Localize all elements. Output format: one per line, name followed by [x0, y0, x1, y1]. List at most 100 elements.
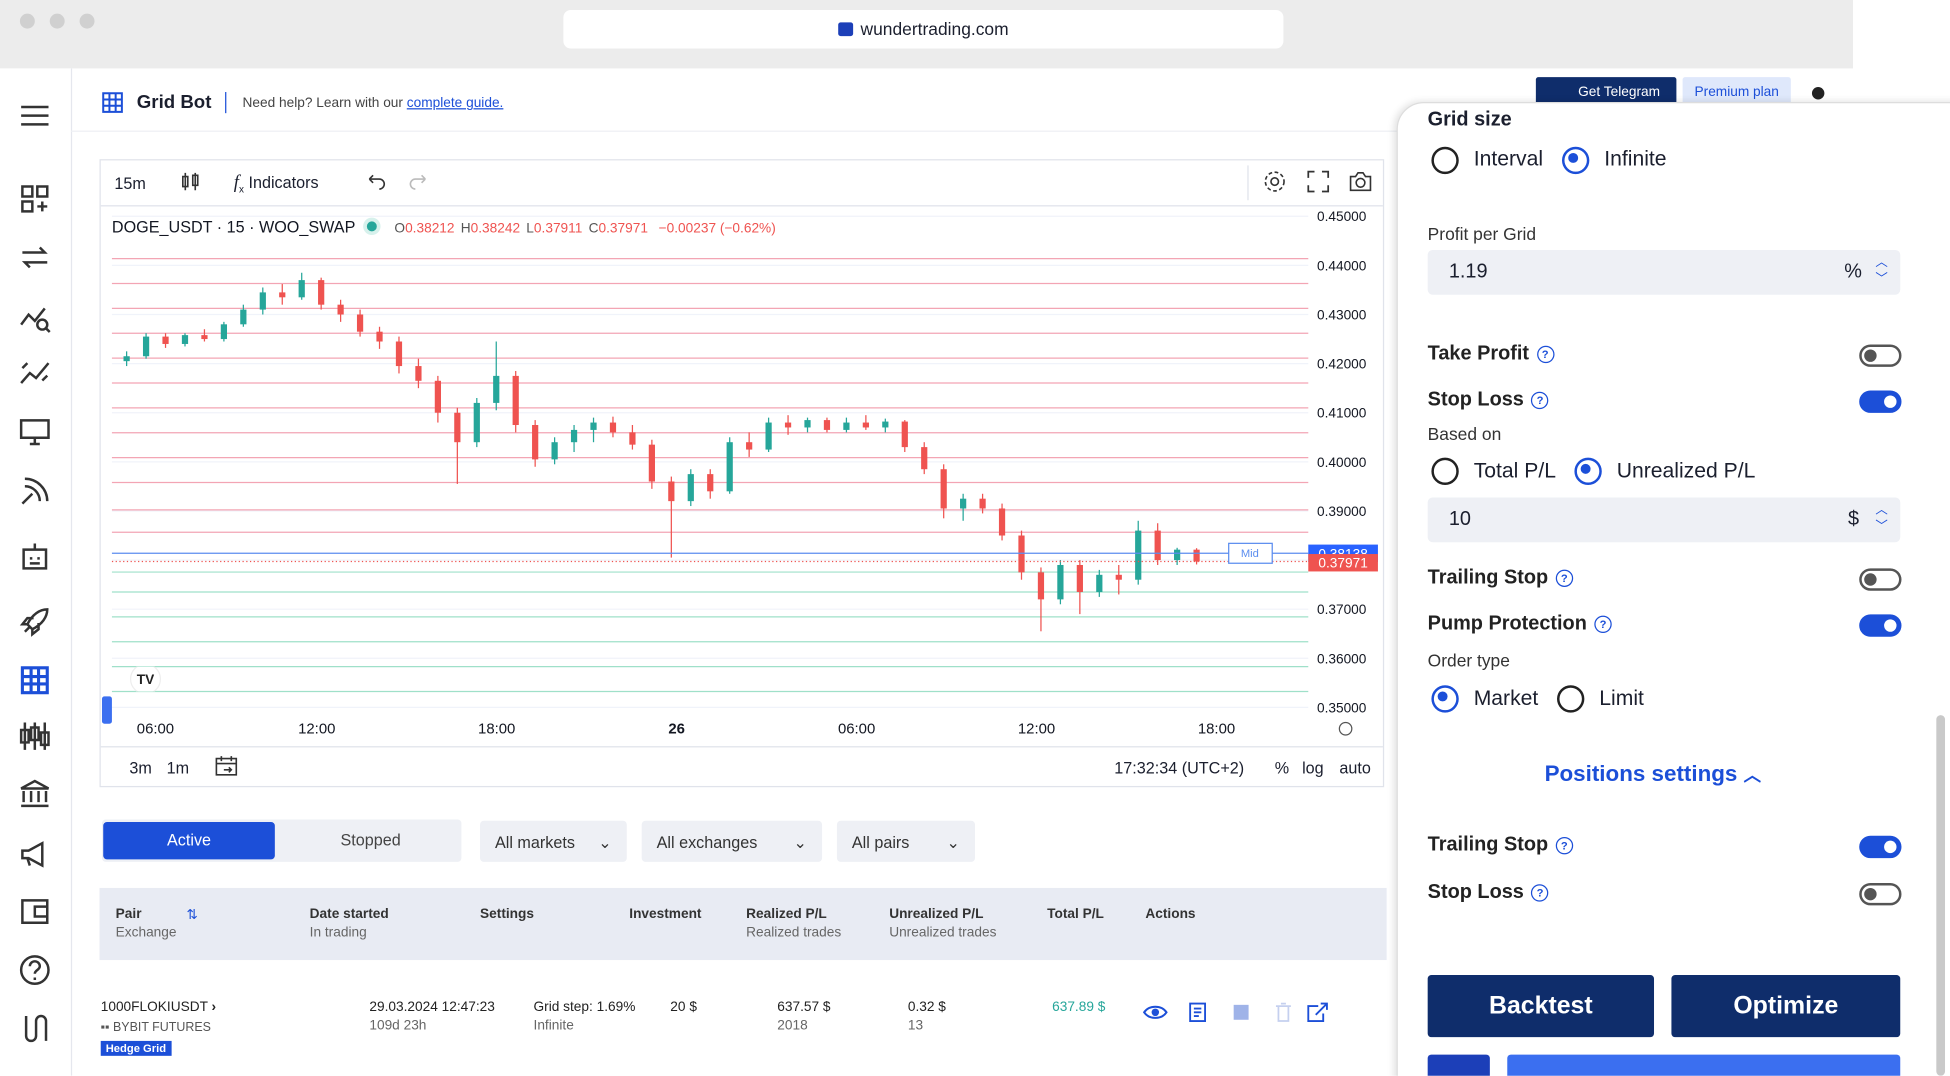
percent-toggle[interactable]: %	[1274, 758, 1290, 778]
profit-input[interactable]: 1.19% ︿ ﹀	[1427, 249, 1901, 295]
log-toggle[interactable]: log	[1302, 758, 1324, 778]
grid-step: Grid step: 1.69%	[533, 999, 636, 1015]
stop-loss-toggle[interactable]	[1859, 390, 1902, 413]
trade-icon[interactable]	[17, 240, 52, 275]
menu-icon[interactable]	[17, 98, 52, 133]
chart-frame	[99, 159, 1385, 788]
stepper[interactable]: ︿ ﹀	[1875, 256, 1888, 287]
indicators-button[interactable]: fx Indicators	[233, 172, 319, 195]
window-dot[interactable]	[19, 13, 35, 29]
sort-icon[interactable]: ⇅	[186, 907, 199, 923]
markets-dropdown[interactable]: All markets ⌄	[480, 820, 627, 862]
price-chart: 0.45000 0.44000 0.43000 0.42000 0.41000 0.400…	[111, 209, 1378, 738]
help-icon[interactable]	[17, 953, 52, 988]
ohlc-values: O0.38212 H0.38242 L0.37911 C0.37971	[394, 221, 654, 236]
candle-body	[434, 380, 441, 413]
pump-protection-toggle[interactable]	[1859, 614, 1902, 637]
candle-body	[298, 280, 305, 298]
stop-action[interactable]	[1233, 1004, 1249, 1020]
column-subtitle: In trading	[309, 925, 367, 941]
wallet-icon[interactable]	[17, 894, 52, 929]
pair[interactable]: 1000FLOKIUSDT ›	[100, 999, 217, 1015]
broadcast-icon[interactable]	[17, 474, 52, 509]
bot-icon[interactable]	[17, 538, 52, 573]
symbol: DOGE_USDT · 15 · WOO_SWAP	[111, 217, 356, 237]
timeframe[interactable]: 15m	[114, 174, 146, 193]
exchange-icon[interactable]	[17, 776, 52, 811]
candle-body	[142, 336, 150, 357]
position-stop-toggle[interactable]	[1859, 882, 1902, 906]
radio-interval[interactable]	[1431, 146, 1459, 175]
snapshot-icon[interactable]	[1348, 169, 1373, 194]
window-dot[interactable]	[49, 13, 65, 29]
promo-icon[interactable]	[17, 837, 52, 872]
take-profit-toggle[interactable]	[1859, 344, 1902, 367]
column-title: Investment	[629, 906, 702, 922]
route-icon[interactable]	[17, 1011, 52, 1046]
delete-action[interactable]	[1275, 1002, 1291, 1022]
url-box[interactable]: wundertrading.com	[563, 9, 1284, 49]
ohlc-key: H	[460, 221, 471, 237]
view-action[interactable]	[1142, 1005, 1168, 1019]
sidebar	[0, 68, 73, 1076]
site-icon	[838, 22, 854, 37]
candle-body	[1018, 535, 1025, 573]
stepper[interactable]: ︿ ﹀	[1875, 503, 1888, 534]
dca-icon[interactable]	[17, 719, 52, 754]
rocket-icon[interactable]	[17, 604, 52, 639]
tab-active[interactable]: Active	[103, 822, 275, 860]
positions-settings[interactable]: Positions settings ︿	[1544, 761, 1762, 786]
trailing-stop-toggle[interactable]	[1859, 568, 1902, 591]
realized-trades: 2018	[777, 1018, 808, 1034]
candle-body	[668, 481, 675, 502]
x-tick-label: 12:00	[1018, 721, 1055, 738]
fullscreen-icon[interactable]	[1306, 169, 1331, 194]
candle-body	[882, 421, 889, 428]
candle-body	[707, 474, 714, 492]
radio-limit[interactable]	[1557, 685, 1585, 713]
window-dot[interactable]	[79, 13, 95, 29]
undo-icon[interactable]	[364, 173, 386, 190]
settings-icon[interactable]	[1262, 169, 1287, 194]
radio-market[interactable]	[1431, 685, 1459, 713]
log-action[interactable]	[1189, 1002, 1207, 1022]
y-tick-label: 0.36000	[1317, 651, 1367, 666]
candle-body	[201, 335, 208, 340]
tab-stopped[interactable]: Stopped	[340, 830, 401, 850]
bot-tag: Hedge Grid	[100, 1040, 172, 1056]
analytics-icon[interactable]	[17, 300, 52, 335]
radio-infinite[interactable]	[1561, 146, 1590, 175]
extra-button[interactable]	[1427, 1054, 1490, 1076]
backtest-button[interactable]: Backtest	[1427, 974, 1655, 1038]
start-button[interactable]	[1507, 1054, 1901, 1076]
goto-date-icon[interactable]	[214, 754, 239, 779]
scrollbar[interactable]	[1936, 715, 1946, 1076]
range-1m[interactable]: 1m	[166, 758, 190, 778]
radio-unrealized[interactable]	[1574, 457, 1602, 486]
signals-icon[interactable]	[17, 356, 52, 391]
dashboard-icon[interactable]	[17, 182, 52, 217]
terminal-icon[interactable]	[17, 414, 52, 449]
grid-bot-icon[interactable]	[17, 663, 52, 698]
radio-label: Unrealized P/L	[1616, 458, 1756, 483]
candle-body	[356, 314, 364, 332]
pairs-dropdown[interactable]: All pairs ⌄	[836, 820, 975, 862]
stop-loss-input[interactable]: 10 $ ︿ ﹀	[1427, 497, 1901, 543]
radio-label: Infinite	[1604, 146, 1667, 171]
column-subtitle: Unrealized trades	[889, 925, 997, 941]
chart-toolbar	[100, 160, 1383, 207]
range-3m[interactable]: 3m	[129, 758, 152, 778]
candle-body	[1135, 530, 1142, 580]
exchanges-dropdown[interactable]: All exchanges ⌄	[641, 820, 823, 862]
auto-toggle[interactable]: auto	[1339, 758, 1371, 778]
optimize-button[interactable]: Optimize	[1671, 974, 1901, 1038]
guide-link[interactable]: complete guide.	[406, 95, 504, 111]
radio-total[interactable]	[1431, 457, 1459, 486]
candle-type-icon[interactable]	[179, 170, 201, 192]
label-text: Pump Protection	[1427, 613, 1587, 635]
scroll-handle[interactable]	[101, 696, 112, 724]
redo-icon[interactable]	[408, 173, 430, 190]
duration: 109d 23h	[369, 1018, 427, 1034]
position-trailing-toggle[interactable]	[1859, 835, 1902, 859]
share-action[interactable]	[1307, 1002, 1328, 1022]
